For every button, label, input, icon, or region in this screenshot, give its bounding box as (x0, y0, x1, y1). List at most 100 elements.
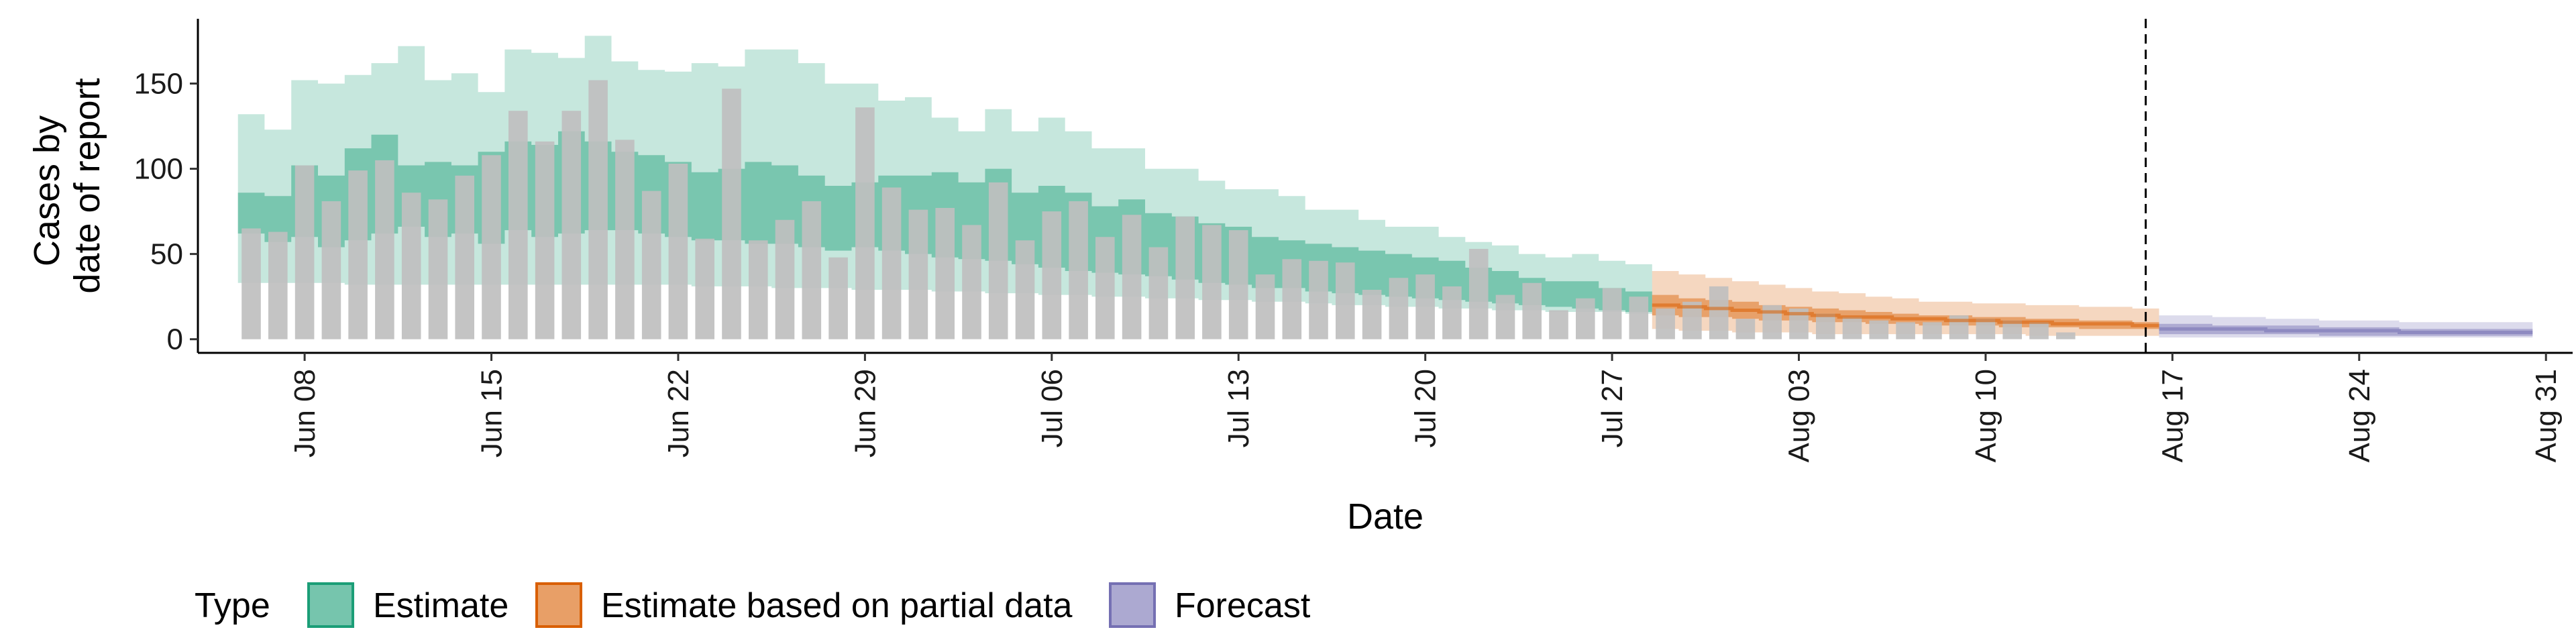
y-axis-title: Cases by date of report (27, 78, 107, 293)
case-bar (1442, 286, 1462, 339)
case-bar (321, 201, 341, 339)
median-line-forecast (2159, 327, 2533, 334)
legend-title: Type (195, 586, 270, 625)
x-tick-label: Jul 06 (1036, 369, 1069, 447)
case-bar (1735, 319, 1756, 339)
case-bar (1336, 262, 1355, 339)
y-axis-title-line-2: date of report (67, 78, 107, 293)
case-bar (428, 199, 448, 339)
case-bar (508, 111, 528, 339)
x-tick-label: Aug 17 (2156, 369, 2189, 462)
case-bar (1468, 249, 1489, 339)
case-bar (1976, 319, 1996, 339)
case-bar (1576, 298, 1595, 339)
case-bar (561, 111, 582, 339)
case-bar (588, 80, 608, 339)
case-bar (775, 219, 795, 339)
y-tick-label: 0 (167, 323, 183, 356)
x-tick-label: Jun 29 (849, 369, 881, 458)
case-bar (1202, 225, 1222, 339)
case-bar (1629, 297, 1649, 339)
case-bar (1228, 230, 1248, 339)
case-bar (241, 228, 261, 339)
case-bar (749, 240, 768, 339)
case-bar (1282, 259, 1302, 339)
y-tick-label: 100 (134, 153, 183, 186)
case-bar (1896, 322, 1915, 339)
case-bar (908, 209, 928, 339)
case-bar (615, 140, 635, 339)
reported-case-bars (241, 80, 2076, 339)
x-tick-label: Jul 13 (1222, 369, 1255, 447)
case-bar (1389, 278, 1409, 339)
tick-labels: 0 50 100 150 Jun 08 Jun 15 Jun 22 Jun 29 Jul 06 J… (134, 68, 2563, 463)
case-bar (855, 107, 875, 339)
case-bar (1362, 290, 1382, 339)
case-bar (1656, 308, 1675, 339)
case-bar (828, 257, 848, 339)
case-bar (962, 225, 981, 339)
case-bar (2029, 322, 2049, 339)
y-tick-label: 150 (134, 68, 183, 101)
case-bar (722, 89, 741, 339)
case-bar (1042, 211, 1062, 339)
x-tick-label: Aug 10 (1970, 369, 2002, 462)
case-bar (1923, 322, 1942, 339)
legend-key-estimate-based-on-partial-data (535, 582, 582, 628)
median-lines (1652, 303, 2533, 334)
legend-label-estimate: Estimate (373, 586, 508, 625)
x-tick-label: Jun 08 (288, 369, 321, 458)
case-bar (1069, 201, 1088, 339)
y-tick-label: 50 (150, 238, 183, 271)
median-line-estimate-based-on-partial-data (1652, 303, 2159, 327)
legend: Type Estimate Estimate based on partial d… (195, 582, 1311, 628)
case-bar (935, 208, 955, 339)
case-bar (641, 191, 661, 339)
x-tick-label: Aug 31 (2530, 369, 2563, 462)
x-tick-label: Jul 20 (1409, 369, 1442, 447)
case-bar (1175, 216, 1195, 339)
case-bar (1549, 310, 1568, 339)
case-bar (1122, 215, 1142, 339)
case-bar (1842, 317, 1862, 339)
case-bar (695, 238, 714, 339)
case-bar (1148, 247, 1169, 339)
legend-key-forecast (1109, 582, 1156, 628)
case-bar (482, 155, 501, 339)
case-bar (1415, 274, 1435, 339)
case-bar (375, 160, 394, 339)
x-tick-label: Jun 22 (662, 369, 695, 458)
case-bar (668, 164, 688, 339)
case-bar (1816, 313, 1835, 339)
case-bar (1255, 274, 1275, 339)
case-bar (1709, 286, 1729, 339)
legend-label-forecast: Forecast (1175, 586, 1311, 625)
x-axis-title: Date (1347, 496, 1424, 537)
x-tick-label: Jul 27 (1596, 369, 1629, 447)
uncertainty-bands (237, 36, 2533, 338)
x-tick-label: Aug 24 (2343, 369, 2376, 462)
case-bar (401, 193, 421, 339)
case-bar (1495, 294, 1515, 339)
case-bar (1095, 237, 1115, 339)
case-bar (535, 141, 555, 339)
legend-key-estimate (307, 582, 354, 628)
case-bar (1869, 320, 1889, 339)
case-bar (1015, 240, 1035, 339)
x-tick-label: Aug 03 (1783, 369, 1816, 462)
case-bar (988, 182, 1008, 339)
case-bar (802, 201, 822, 339)
case-bar (294, 165, 315, 339)
case-bar (2056, 332, 2076, 339)
axes (190, 19, 2573, 361)
case-bar (455, 175, 474, 339)
case-bar (1522, 282, 1542, 339)
legend-label-estimate-based-on-partial-data: Estimate based on partial data (601, 586, 1073, 625)
case-bar (268, 231, 288, 339)
case-bar (881, 187, 902, 339)
y-axis-title-line-1: Cases by (27, 115, 67, 266)
case-bar (1309, 260, 1328, 339)
case-bar (1602, 288, 1622, 339)
